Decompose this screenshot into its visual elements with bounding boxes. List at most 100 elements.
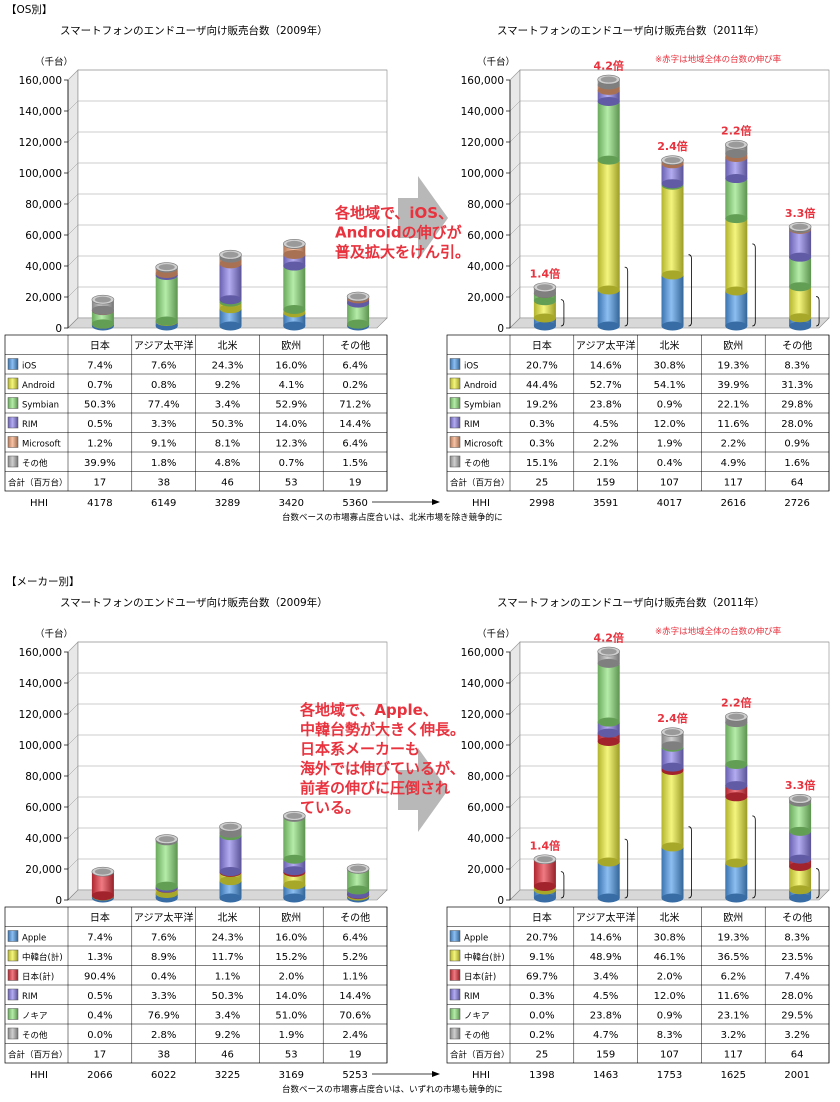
pct-cell: 8.9% [151,952,176,963]
pct-cell: 28.0% [781,419,813,430]
pct-cell: 2.1% [593,458,618,469]
legend-label: Symbian [22,401,59,411]
y-tick-label: 100,000 [461,168,504,180]
bar-top-inner [350,293,367,300]
bar-segment [725,218,748,291]
bar-segment [661,274,684,326]
y-tick-label: 80,000 [467,771,504,783]
legend-swatch [449,358,461,370]
pct-cell: 30.8% [654,933,686,944]
legend-swatch [449,455,461,468]
bar-segment-bottom [219,321,242,331]
y-tick-label: 20,000 [467,292,504,304]
growth-bracket [816,296,820,327]
total-cell: 17 [94,478,107,489]
bar-segment-bottom [789,313,812,323]
bar-segment [283,254,306,267]
bar-segment-bottom [283,866,306,876]
legend-swatch [7,988,19,1001]
bar-segment-bottom [283,893,306,903]
transition-arrow [398,748,448,832]
bar-segment-bottom [725,174,748,184]
growth-label: 1.4倍 [530,838,561,852]
region-label: アジア太平洋 [576,911,636,924]
bar-segment [725,785,748,797]
pct-cell: 4.5% [593,991,618,1002]
legend-label: その他 [464,1030,490,1041]
legend-swatch [449,397,461,409]
pct-cell: 1.9% [657,439,682,450]
pct-cell: 2.0% [657,972,682,983]
bar-segment-bottom [789,252,812,262]
callout-text: 海外では伸びているが、 [300,760,465,778]
pct-cell: 23.1% [717,1011,749,1022]
pct-cell: 8.3% [784,933,809,944]
pct-cell: 28.0% [781,991,813,1002]
unit-label: （千台） [35,628,73,640]
legend-label: RIM [22,992,38,1002]
bar-top-inner [600,648,617,655]
total-cell: 53 [285,1050,298,1061]
hhi-arrow-head [432,499,440,505]
hhi-label: HHI [30,1070,48,1081]
hhi-cell: 2001 [784,1070,809,1081]
y-tick-label: 20,000 [467,864,504,876]
bar-segment-bottom [725,792,748,802]
hhi-cell: 2726 [784,498,809,509]
bar-segment-bottom [789,282,812,292]
bar-2 [219,821,242,903]
callout-text: 普及拡大をけん引。 [335,243,470,261]
pct-cell: 69.7% [526,972,558,983]
region-label: 北米 [218,339,238,352]
section-header: 【メーカー別】 [6,576,80,588]
bar-segment [725,722,748,765]
bar-segment-bottom [283,304,306,314]
red-note: ※赤字は地域全体の台数の伸び率 [655,54,782,65]
bar-segment-bottom [789,321,812,331]
growth-label: 4.2倍 [593,59,624,73]
legend-swatch [7,436,19,448]
red-note: ※赤字は地域全体の台数の伸び率 [655,626,782,637]
unit-label: （千台） [477,628,515,640]
callout-text: 前者の伸びに圧倒され [300,779,450,797]
bar-segment [533,300,556,318]
bar-top-inner [286,240,303,247]
pct-cell: 51.0% [275,1011,307,1022]
total-cell: 46 [221,478,234,489]
bar-segment [661,185,684,275]
pct-cell: 20.7% [526,933,558,944]
bar-1 [597,74,621,331]
y-tick-label: 100,000 [19,168,62,180]
bar-segment-bottom [725,321,748,331]
region-label: 北米 [218,911,238,924]
bar-segment-bottom [725,893,748,903]
pct-cell: 1.9% [279,1030,304,1041]
pct-cell: 29.8% [781,400,813,411]
region-label: 欧州 [723,340,743,352]
pct-cell: 6.2% [721,972,746,983]
pct-cell: 52.9% [275,400,307,411]
legend-swatch [7,1027,19,1040]
legend-swatch [449,949,461,962]
legend-swatch [7,949,19,962]
bar-segment-bottom [661,741,684,751]
legend-swatch [7,397,19,409]
y-tick-label: 140,000 [19,106,62,118]
total-cell: 38 [157,1050,170,1061]
bar-segment-bottom [597,857,620,867]
bar-top-inner [536,856,553,863]
total-cell: 19 [349,1050,362,1061]
y-tick-label: 60,000 [467,802,504,814]
bar-segment-bottom [597,893,620,903]
legend-swatch [449,988,461,1001]
legend-label: iOS [464,362,478,372]
growth-bracket [624,266,629,327]
bar-top-inner [158,836,175,843]
y-tick-label: 40,000 [467,261,504,273]
bar-segment-bottom [219,867,242,877]
bar-1 [155,262,178,331]
bar-segment [347,303,370,325]
y-tick-label: 80,000 [467,199,504,211]
chart-title: スマートフォンのエンドユーザ向け販売台数（2011年） [497,24,765,37]
bar-segment [725,764,748,786]
